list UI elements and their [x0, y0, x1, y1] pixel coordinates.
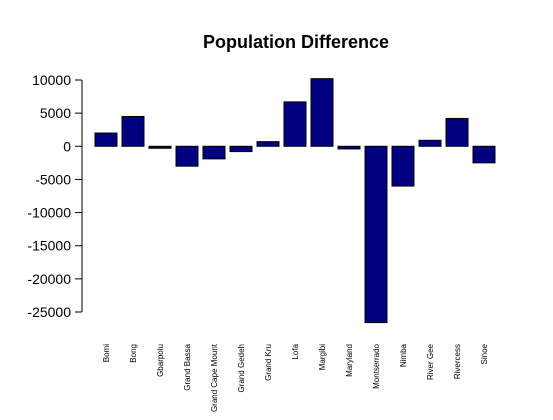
- bar-grand-kru: [256, 141, 280, 147]
- x-tick-label: Sinoe: [480, 343, 489, 364]
- bar-grand-cape-mount: [202, 145, 226, 160]
- bar-sinoe: [472, 145, 496, 164]
- bar-lofa: [283, 101, 307, 147]
- y-axis: 10000 5000 0 -5000 -10000 -15000 -20000 -25000: [27, 72, 83, 320]
- x-tick-label: Margibi: [318, 344, 327, 370]
- bar-grand-gedeh: [229, 145, 253, 153]
- x-tick-label: Grand Kru: [264, 344, 273, 381]
- x-tick-label: Grand Bassa: [183, 343, 192, 390]
- y-tick-label: 10000: [32, 72, 71, 88]
- x-tick-label: Rivercess: [453, 344, 462, 379]
- bar-bong: [121, 115, 145, 147]
- y-tick-label: 0: [63, 138, 71, 154]
- y-tick-label: -5000: [35, 171, 71, 187]
- x-tick-label: Grand Gedeh: [237, 344, 246, 392]
- bar-montserrado: [364, 145, 388, 324]
- bar-nimba: [391, 145, 415, 187]
- bar-bomi: [94, 132, 118, 147]
- y-tick-label: -20000: [27, 271, 71, 287]
- y-tick-label: -25000: [27, 304, 71, 320]
- y-tick-label: -15000: [27, 238, 71, 254]
- bar-rivercess: [445, 117, 469, 147]
- bar-river-gee: [418, 139, 442, 147]
- x-tick-label: Grand Cape Mount: [210, 343, 219, 412]
- bar-maryland: [337, 145, 361, 150]
- x-tick-label: River Gee: [426, 343, 435, 380]
- x-axis-labels: Bomi Bong Gbarpolu Grand Bassa Grand Cape Mo…: [102, 343, 489, 412]
- x-tick-label: Bong: [129, 344, 138, 363]
- chart-title: Population Difference: [203, 32, 389, 52]
- bars-group: [94, 78, 496, 324]
- x-tick-label: Maryland: [345, 344, 354, 377]
- x-tick-label: Bomi: [102, 344, 111, 362]
- bar-margibi: [310, 78, 334, 147]
- x-tick-label: Gbarpolu: [156, 344, 165, 377]
- x-tick-label: Montserrado: [372, 343, 381, 388]
- x-tick-label: Nimba: [399, 343, 408, 367]
- y-tick-label: -10000: [27, 205, 71, 221]
- bar-grand-bassa: [175, 145, 199, 167]
- x-tick-label: Lofa: [291, 343, 300, 359]
- y-tick-label: 5000: [40, 105, 71, 121]
- bar-gbarpolu: [148, 145, 172, 149]
